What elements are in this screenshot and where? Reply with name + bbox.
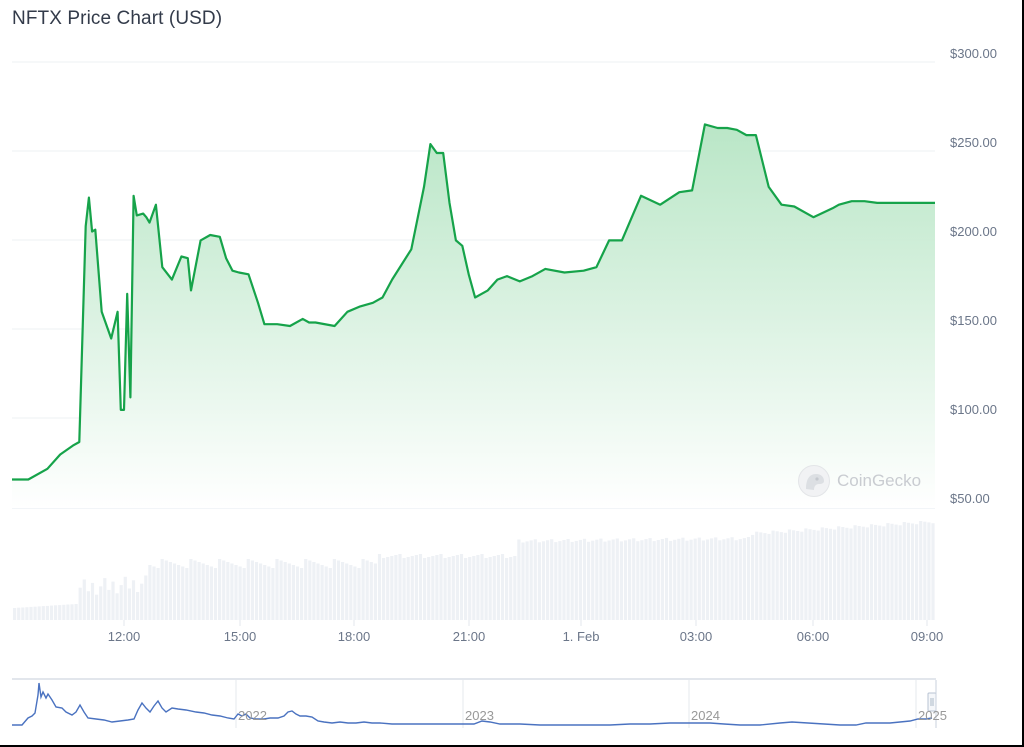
x-tick-marks <box>123 620 928 626</box>
chart-title: NFTX Price Chart (USD) <box>12 8 223 29</box>
navigator-year-label: 2025 <box>918 708 947 723</box>
x-tick-label: 06:00 <box>796 629 830 644</box>
watermark-label: CoinGecko <box>837 471 922 490</box>
y-tick-label: $300.00 <box>950 46 997 61</box>
x-tick-label: 1. Feb <box>562 629 600 644</box>
x-tick-label: 03:00 <box>679 629 713 644</box>
navigator-year-label: 2023 <box>465 708 494 723</box>
volume-bars <box>13 521 935 620</box>
gecko-logo-icon <box>798 465 830 497</box>
x-tick-label: 09:00 <box>910 629 944 644</box>
y-tick-label: $250.00 <box>950 135 997 150</box>
navigator-year-label: 2022 <box>238 708 267 723</box>
y-tick-label: $200.00 <box>950 224 997 239</box>
navigator-line <box>12 682 933 726</box>
navigator[interactable] <box>12 678 937 728</box>
price-line[interactable] <box>12 123 935 481</box>
x-tick-label: 21:00 <box>452 629 486 644</box>
x-tick-label: 15:00 <box>223 629 257 644</box>
y-tick-label: $50.00 <box>950 491 990 506</box>
x-tick-label: 18:00 <box>337 629 371 644</box>
price-area <box>12 124 935 509</box>
x-tick-label: 12:00 <box>107 629 141 644</box>
coingecko-watermark: CoinGecko <box>797 464 921 498</box>
y-tick-label: $100.00 <box>950 402 997 417</box>
y-tick-label: $150.00 <box>950 313 997 328</box>
navigator-year-label: 2024 <box>691 708 720 723</box>
